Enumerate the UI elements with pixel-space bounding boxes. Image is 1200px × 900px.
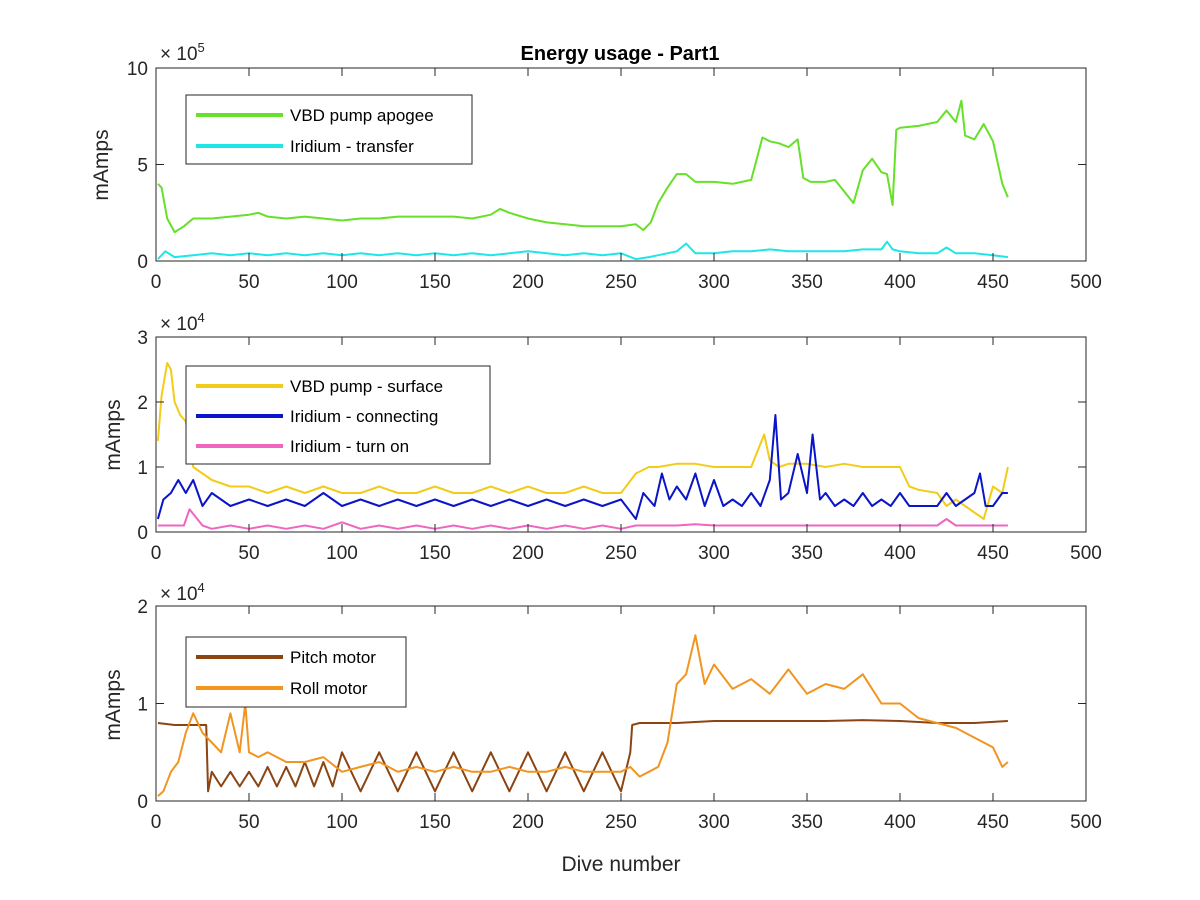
panel-2-xtick-label-500: 500 <box>1070 543 1102 564</box>
panel-2-y-ticks: 0 1 2 3 <box>137 328 1086 544</box>
legend-label-iridium-turn-on: Iridium - turn on <box>290 437 409 456</box>
panel-2-xtick-label-250: 250 <box>605 543 637 564</box>
series-line-iridium-turn-on <box>157 508 1008 530</box>
panel-3-xtick-label-150: 150 <box>419 812 451 833</box>
panel-1-xtick-label-350: 350 <box>791 272 823 293</box>
panel-3-xtick-label-100: 100 <box>326 812 358 833</box>
panel-1-ylabel: mAmps <box>90 129 113 200</box>
panel-2-ytick-label-2: 2 <box>137 393 148 414</box>
series-line-vbd-pump-surface <box>156 362 1009 520</box>
panel-2-exponent-power: 4 <box>198 310 205 325</box>
panel-1-exponent: × 105 <box>160 40 205 65</box>
panel-3-ylabel: mAmps <box>102 669 125 740</box>
panel-3-exponent-base: × 10 <box>160 584 198 605</box>
panel-1-legend: VBD pump apogee Iridium - transfer <box>185 94 473 165</box>
panel-3-series <box>157 634 1009 797</box>
panel-1-y-ticks: 0 5 10 <box>127 59 1086 273</box>
panel-1-xtick-label-300: 300 <box>698 272 730 293</box>
series-line-vbd-pump-apogee <box>157 99 1009 234</box>
panel-2-ylabel: mAmps <box>102 399 125 470</box>
legend-label-iridium-transfer: Iridium - transfer <box>290 137 414 156</box>
panel-1-xtick-label-200: 200 <box>512 272 544 293</box>
panel-3-y-ticks: 0 1 2 <box>137 597 1086 813</box>
panel-2-xtick-label-150: 150 <box>419 543 451 564</box>
panel-1-title: Energy usage - Part1 <box>521 43 720 65</box>
panel-1-xtick-label-100: 100 <box>326 272 358 293</box>
legend-label-pitch-motor: Pitch motor <box>290 648 376 667</box>
panel-3-xtick-label-250: 250 <box>605 812 637 833</box>
panel-3: 0 50 100 150 200 250 300 350 400 450 500 0 1 2 × 104… <box>102 580 1102 876</box>
series-line-pitch-motor <box>157 719 1008 793</box>
panel-3-ytick-label-1: 1 <box>137 695 148 716</box>
panel-3-ytick-label-2: 2 <box>137 597 148 618</box>
panel-3-xtick-label-200: 200 <box>512 812 544 833</box>
panel-2-xtick-label-400: 400 <box>884 543 916 564</box>
panel-3-xlabel: Dive number <box>561 853 680 876</box>
panel-2-x-ticks: 0 50 100 150 200 250 300 350 400 450 500 <box>151 337 1102 564</box>
panel-1: 0 50 100 150 200 250 300 350 400 450 500 0 5 10 Ener… <box>90 40 1102 293</box>
panel-2-xtick-label-100: 100 <box>326 543 358 564</box>
panel-1-xtick-label-450: 450 <box>977 272 1009 293</box>
panel-2-exponent-base: × 10 <box>160 314 198 335</box>
panel-1-xtick-label-0: 0 <box>151 272 162 293</box>
panel-2-xtick-label-200: 200 <box>512 543 544 564</box>
panel-3-exponent: × 104 <box>160 580 205 605</box>
panel-1-legend-box <box>185 94 473 165</box>
panel-1-xtick-label-250: 250 <box>605 272 637 293</box>
panel-1-ytick-label-10: 10 <box>127 59 148 80</box>
panel-3-xtick-label-300: 300 <box>698 812 730 833</box>
series-line-iridium-connecting <box>156 414 1008 520</box>
panel-3-legend: Pitch motor Roll motor <box>185 636 407 708</box>
panel-3-xtick-label-500: 500 <box>1070 812 1102 833</box>
panel-2-series <box>156 362 1009 530</box>
panel-1-ytick-label-0: 0 <box>137 252 148 273</box>
panel-3-x-ticks: 0 50 100 150 200 250 300 350 400 450 500 <box>151 606 1102 833</box>
series-line-roll-motor <box>157 634 1009 797</box>
legend-label-roll-motor: Roll motor <box>290 679 368 698</box>
panel-2-xtick-label-450: 450 <box>977 543 1009 564</box>
panel-2: 0 50 100 150 200 250 300 350 400 450 500 0 1 2 3 × 10… <box>102 310 1102 564</box>
panel-1-x-ticks: 0 50 100 150 200 250 300 350 400 450 500 <box>151 68 1102 293</box>
panel-3-ytick-label-0: 0 <box>137 792 148 813</box>
panel-1-ytick-label-5: 5 <box>137 156 148 177</box>
panel-1-exponent-power: 5 <box>198 40 205 55</box>
panel-2-ytick-label-0: 0 <box>137 523 148 544</box>
panel-3-xtick-label-450: 450 <box>977 812 1009 833</box>
panel-3-xtick-label-400: 400 <box>884 812 916 833</box>
panel-2-exponent: × 104 <box>160 310 205 335</box>
panel-1-xtick-label-150: 150 <box>419 272 451 293</box>
panel-2-xtick-label-50: 50 <box>238 543 259 564</box>
panel-2-legend: VBD pump - surface Iridium - connecting … <box>185 365 491 465</box>
panel-2-xtick-label-350: 350 <box>791 543 823 564</box>
panel-1-exponent-base: × 10 <box>160 44 198 65</box>
panel-1-xtick-label-50: 50 <box>238 272 259 293</box>
panel-3-legend-box <box>185 636 407 708</box>
panel-1-xtick-label-500: 500 <box>1070 272 1102 293</box>
panel-3-exponent-power: 4 <box>198 580 205 595</box>
panel-2-xtick-label-0: 0 <box>151 543 162 564</box>
legend-label-iridium-connecting: Iridium - connecting <box>290 407 438 426</box>
panel-1-xtick-label-400: 400 <box>884 272 916 293</box>
panel-3-xtick-label-50: 50 <box>238 812 259 833</box>
panel-2-ytick-label-1: 1 <box>137 458 148 479</box>
panel-3-xtick-label-350: 350 <box>791 812 823 833</box>
panel-2-ytick-label-3: 3 <box>137 328 148 349</box>
panel-2-xtick-label-300: 300 <box>698 543 730 564</box>
legend-label-vbd-pump-surface: VBD pump - surface <box>290 377 443 396</box>
legend-label-vbd-pump-apogee: VBD pump apogee <box>290 106 434 125</box>
panel-3-xtick-label-0: 0 <box>151 812 162 833</box>
